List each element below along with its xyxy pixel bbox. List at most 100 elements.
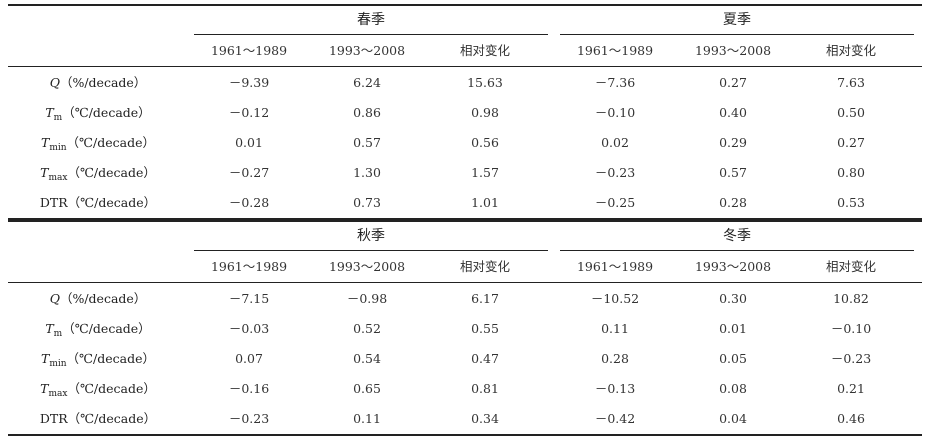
table-cell: 0.05 (719, 351, 747, 366)
table-cell: 0.40 (719, 105, 747, 120)
row-symbol: Q (49, 291, 60, 306)
table-cell: 0.28 (719, 195, 747, 210)
table-row: Tm（℃/decade） －0.12 0.86 0.98 －0.10 0.40 0.50 (8, 98, 922, 128)
table-cell: －0.42 (594, 411, 636, 426)
row-label: Tmin（℃/decade） (8, 128, 188, 158)
row-unit: （℃/decade） (62, 105, 151, 120)
table-cell: 0.57 (353, 135, 381, 150)
row-symbol-subscript: max (48, 389, 68, 399)
row-symbol: T (40, 351, 50, 366)
table-cell: －0.12 (228, 105, 270, 120)
table-row: Q（%/decade） －7.15 －0.98 6.17 －10.52 0.30 10.82 (8, 284, 922, 314)
row-label: DTR（℃/decade） (8, 188, 188, 218)
table-cell: 1.30 (353, 165, 381, 180)
table-cell: －7.15 (228, 291, 270, 306)
table-cell: 0.53 (837, 195, 865, 210)
table-cell: 0.57 (719, 165, 747, 180)
row-symbol: T (45, 321, 54, 336)
table-cell: －0.23 (830, 351, 872, 366)
table-cell: 6.24 (353, 75, 381, 90)
table-row: Tmax（℃/decade） －0.27 1.30 1.57 －0.23 0.57 0.80 (8, 158, 922, 188)
table-cell: 0.01 (235, 135, 263, 150)
bottom-rule (8, 218, 922, 220)
column-header: 1993～2008 (328, 259, 406, 274)
row-symbol-subscript: m (53, 329, 63, 339)
row-symbol: T (45, 105, 54, 120)
table-row: DTR（℃/decade） －0.28 0.73 1.01 －0.25 0.28 0.53 (8, 188, 922, 218)
row-unit: （℃/decade） (67, 165, 156, 180)
season-underline-summer (560, 34, 914, 35)
table-cell: 15.63 (467, 75, 503, 90)
season-header-summer: 夏季 (723, 12, 751, 28)
table-cell: 0.50 (837, 105, 865, 120)
table-cell: 0.08 (719, 381, 747, 396)
column-header: 1993～2008 (328, 43, 406, 58)
table-row: Tmax（℃/decade） －0.16 0.65 0.81 －0.13 0.08 0.21 (8, 374, 922, 404)
table-cell: 1.57 (471, 165, 499, 180)
row-symbol-subscript: min (49, 143, 67, 153)
table-cell: 0.28 (601, 351, 629, 366)
table-cell: 0.98 (471, 105, 499, 120)
table-cell: 0.02 (601, 135, 629, 150)
column-header: 相对变化 (825, 259, 876, 274)
table-cell: 0.21 (837, 381, 865, 396)
season-underline-winter (560, 250, 914, 251)
table-cell: 0.52 (353, 321, 381, 336)
table-cell: －0.23 (594, 165, 636, 180)
table-row: Tmin（℃/decade） 0.01 0.57 0.56 0.02 0.29 0.27 (8, 128, 922, 158)
top-rule (8, 4, 922, 6)
table-cell: 10.82 (833, 291, 869, 306)
row-symbol-subscript: min (49, 359, 67, 369)
row-unit: （℃/decade） (67, 381, 156, 396)
row-symbol: T (40, 381, 49, 396)
table-cell: 0.56 (471, 135, 499, 150)
table-cell: 0.46 (837, 411, 865, 426)
table-cell: －10.52 (590, 291, 640, 306)
column-header: 相对变化 (459, 43, 510, 58)
season-underline-spring (194, 34, 548, 35)
row-label: Tm（℃/decade） (8, 314, 188, 344)
table-cell: 0.65 (353, 381, 381, 396)
row-symbol: DTR (39, 411, 68, 426)
row-symbol: DTR (39, 195, 68, 210)
table-cell: 0.30 (719, 291, 747, 306)
row-label: Tmin（℃/decade） (8, 344, 188, 374)
season-underline-autumn (194, 250, 548, 251)
table-row: Tmin（℃/decade） 0.07 0.54 0.47 0.28 0.05 －0.23 (8, 344, 922, 374)
row-symbol: Q (49, 75, 60, 90)
table-cell: －0.10 (830, 321, 872, 336)
table-cell: －0.10 (594, 105, 636, 120)
table-cell: 0.81 (471, 381, 499, 396)
column-header: 1961～1989 (576, 259, 654, 274)
row-label: Tmax（℃/decade） (8, 158, 188, 188)
row-symbol-subscript: max (48, 173, 68, 183)
table-cell: －7.36 (594, 75, 636, 90)
table-cell: 0.47 (471, 351, 499, 366)
table-cell: －0.13 (594, 381, 636, 396)
table-cell: －9.39 (228, 75, 270, 90)
table-cell: 0.86 (353, 105, 381, 120)
row-unit: （℃/decade） (62, 321, 151, 336)
table-cell: －0.27 (228, 165, 270, 180)
season-header-autumn: 秋季 (357, 228, 385, 244)
table-cell: 0.29 (719, 135, 747, 150)
table-cell: －0.28 (228, 195, 270, 210)
table-cell: 0.73 (353, 195, 381, 210)
row-label: Tmax（℃/decade） (8, 374, 188, 404)
row-unit: （℃/decade） (66, 351, 155, 366)
table-cell: 0.34 (471, 411, 499, 426)
table-cell: 0.27 (837, 135, 865, 150)
row-unit: （%/decade） (59, 75, 147, 90)
row-symbol-subscript: m (53, 113, 63, 123)
table-cell: 0.80 (837, 165, 865, 180)
row-unit: （℃/decade） (67, 195, 157, 210)
table-cell: 0.11 (353, 411, 381, 426)
column-header: 1961～1989 (210, 43, 288, 58)
column-header: 1961～1989 (576, 43, 654, 58)
table-cell: －0.16 (228, 381, 270, 396)
row-unit: （℃/decade） (67, 411, 157, 426)
table-cell: 0.27 (719, 75, 747, 90)
table-cell: 1.01 (471, 195, 499, 210)
column-header: 1961～1989 (210, 259, 288, 274)
